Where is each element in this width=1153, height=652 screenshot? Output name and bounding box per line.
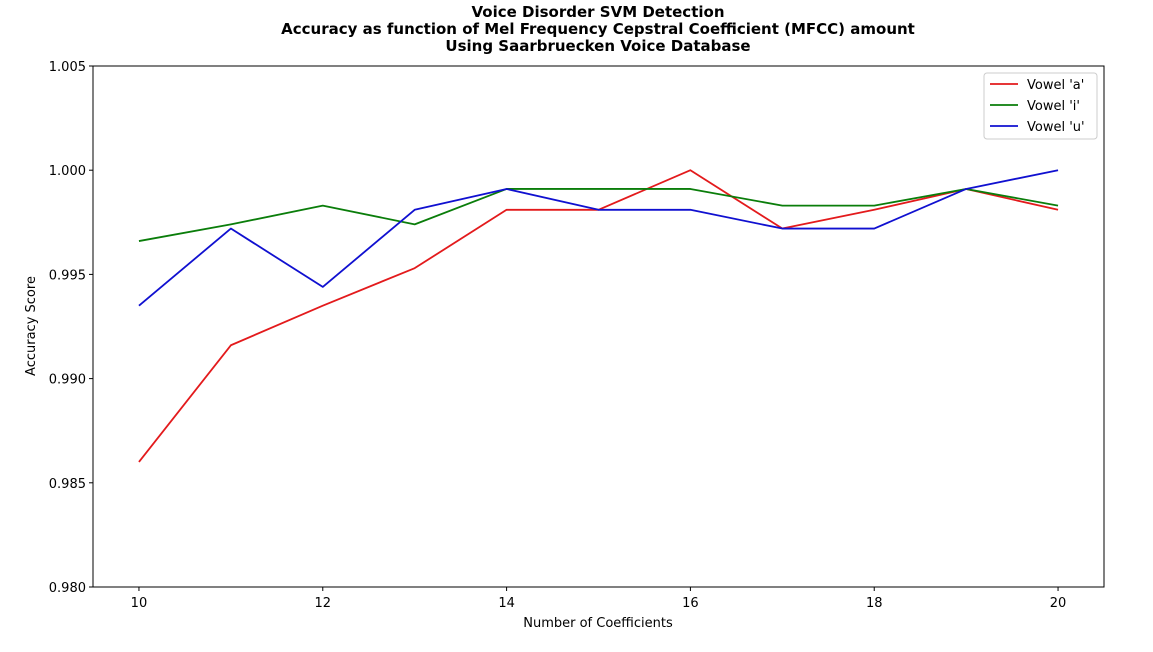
legend-label-1: Vowel 'a' xyxy=(1027,78,1084,93)
legend-label-2: Vowel 'i' xyxy=(1027,99,1080,114)
chart-title: Voice Disorder SVM Detection Accuracy as… xyxy=(281,3,915,55)
series-layer xyxy=(138,169,1059,463)
x-tick-label: 10 xyxy=(131,596,148,611)
series-line-3 xyxy=(138,169,1059,307)
chart-title-line-1: Voice Disorder SVM Detection xyxy=(472,3,725,21)
x-axis-label: Number of Coefficients xyxy=(523,616,673,631)
x-tick-label: 14 xyxy=(498,596,515,611)
y-tick-label: 0.995 xyxy=(49,268,86,283)
x-tick-label: 12 xyxy=(314,596,331,611)
y-tick-label: 0.990 xyxy=(49,373,86,388)
y-axis-label: Accuracy Score xyxy=(24,276,39,376)
chart-title-line-2: Accuracy as function of Mel Frequency Ce… xyxy=(281,20,915,38)
legend-label-3: Vowel 'u' xyxy=(1027,120,1085,135)
x-tick-label: 16 xyxy=(682,596,699,611)
y-tick-label: 0.985 xyxy=(49,477,86,492)
legend[interactable]: Vowel 'a' Vowel 'i' Vowel 'u' xyxy=(983,72,1098,140)
y-tick-label: 0.980 xyxy=(49,581,86,596)
x-tick-label: 20 xyxy=(1050,596,1067,611)
plot-area-frame xyxy=(92,65,1105,588)
series-line-1 xyxy=(138,169,1059,463)
legend-box xyxy=(983,72,1098,140)
y-axis: 0.980 0.985 0.990 0.995 1.000 1.005 xyxy=(49,60,93,596)
chart-title-line-3: Using Saarbruecken Voice Database xyxy=(445,37,750,55)
x-axis: 10 12 14 16 18 20 xyxy=(131,587,1067,611)
y-tick-label: 1.000 xyxy=(49,164,86,179)
x-tick-label: 18 xyxy=(866,596,883,611)
series-line-2 xyxy=(138,188,1059,242)
y-tick-label: 1.005 xyxy=(49,60,86,75)
